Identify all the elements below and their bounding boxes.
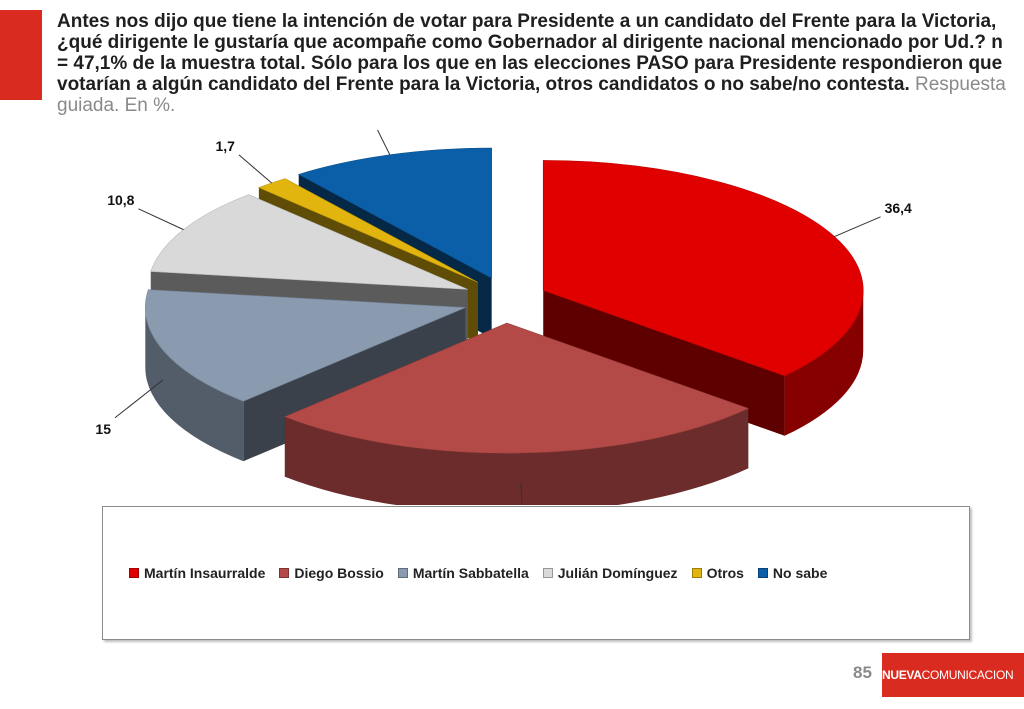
pie-slice-top bbox=[542, 160, 864, 377]
leader-line bbox=[834, 216, 881, 238]
leader-line bbox=[520, 482, 523, 505]
legend-label: Diego Bossio bbox=[294, 565, 384, 581]
pie-slice-wall bbox=[543, 290, 785, 436]
title-subtitle: Respuesta guiada. En %. bbox=[57, 74, 1006, 116]
data-label: 1,7 bbox=[215, 138, 235, 154]
legend-swatch bbox=[757, 568, 768, 578]
leader-line bbox=[238, 154, 272, 184]
legend-swatch bbox=[279, 568, 290, 578]
pie-slice-0 bbox=[542, 160, 864, 436]
legend-item: No sabe bbox=[757, 565, 828, 581]
chart-legend: Martín Insaurralde Diego Bossio Martín Sab… bbox=[102, 506, 970, 640]
data-label: 15 bbox=[95, 421, 111, 437]
data-label: 10,8 bbox=[107, 192, 134, 208]
pie-slice-top bbox=[297, 147, 492, 279]
legend-item: Martín Insaurralde bbox=[129, 565, 265, 581]
slide-title: Antes nos dijo que tiene la intención de… bbox=[57, 11, 1012, 116]
legend-item: Martín Sabbatella bbox=[397, 565, 529, 581]
pie-slice-top bbox=[284, 322, 749, 454]
data-label: 36,4 bbox=[885, 200, 912, 216]
pie-slice-top bbox=[150, 194, 468, 290]
legend-label: Martín Sabbatella bbox=[412, 565, 529, 581]
pie-slice-top bbox=[145, 289, 466, 402]
legend-swatch bbox=[397, 568, 408, 578]
logo-regular: COMUNICACION bbox=[921, 668, 1014, 682]
legend-label: Martín Insaurralde bbox=[144, 565, 266, 581]
leader-lines bbox=[114, 130, 881, 505]
logo-bold: NUEVA bbox=[882, 668, 922, 682]
leader-line bbox=[376, 130, 391, 156]
legend-item: Julián Domínguez bbox=[542, 565, 678, 581]
legend-swatch bbox=[542, 568, 553, 578]
data-labels: 36,425,81510,81,710,3 bbox=[95, 138, 912, 437]
accent-bar bbox=[0, 10, 42, 100]
legend-swatch bbox=[691, 568, 702, 578]
legend-swatch bbox=[129, 568, 139, 578]
legend-label: Otros bbox=[706, 565, 744, 581]
legend-label: No sabe bbox=[772, 565, 828, 581]
brand-logo: NUEVACOMUNICACION bbox=[882, 653, 1024, 697]
pie-slices bbox=[145, 147, 864, 505]
legend-label: Julián Domínguez bbox=[557, 565, 678, 581]
title-main: Antes nos dijo que tiene la intención de… bbox=[57, 11, 1003, 95]
pie-slice-side bbox=[784, 290, 864, 436]
legend-item: Diego Bossio bbox=[279, 565, 384, 581]
legend-item: Otros bbox=[691, 565, 744, 581]
pie-slice-2 bbox=[145, 289, 466, 462]
pie-slice-1 bbox=[284, 322, 749, 505]
page-number: 85 bbox=[853, 663, 872, 682]
leader-line bbox=[114, 379, 164, 419]
pie-slice-side bbox=[145, 307, 244, 462]
pie-slice-side bbox=[284, 408, 749, 505]
leader-line bbox=[138, 208, 184, 231]
pie-chart: 36,425,81510,81,710,3 bbox=[95, 130, 912, 505]
